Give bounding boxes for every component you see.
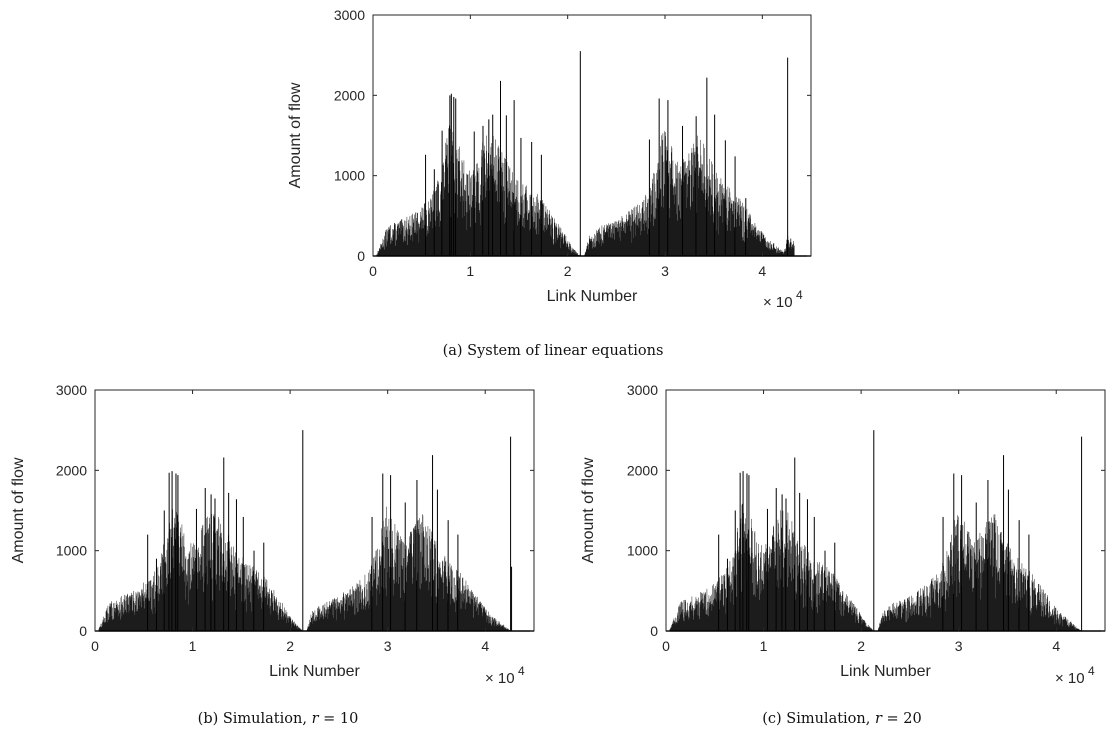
x-tick-label: 3 bbox=[384, 638, 392, 654]
y-tick-label: 3000 bbox=[334, 7, 365, 23]
caption-c: (c) Simulation, r = 20 bbox=[762, 711, 922, 727]
y-tick-label: 0 bbox=[357, 248, 365, 264]
x-tick-label: 4 bbox=[1052, 638, 1060, 654]
chart-panel-a: 0 1 2 3 4 0 1000 2000 3000 Link Number Amount of f… bbox=[287, 7, 812, 311]
x-axis-label: Link Number bbox=[840, 663, 931, 680]
x-tick-label: 1 bbox=[760, 638, 768, 654]
x-tick-label: 0 bbox=[369, 263, 377, 279]
y-axis-label: Amount of flow bbox=[580, 457, 597, 563]
y-tick-label: 1000 bbox=[56, 543, 87, 559]
x-multiplier: × 10 4 bbox=[485, 664, 525, 687]
caption-a: (a) System of linear equations bbox=[443, 343, 664, 359]
y-tick-label: 3000 bbox=[627, 382, 658, 398]
x-tick-label: 4 bbox=[758, 263, 766, 279]
y-tick-label: 2000 bbox=[334, 87, 365, 103]
x-tick-label: 3 bbox=[955, 638, 963, 654]
chart-panel-b: 0 1 2 3 4 0 1000 2000 3000 Link Number Amount of f… bbox=[10, 382, 535, 687]
y-tick-label: 2000 bbox=[56, 462, 87, 478]
y-tick-label: 0 bbox=[79, 623, 87, 639]
y-tick-label: 1000 bbox=[334, 168, 365, 184]
x-tick-label: 1 bbox=[189, 638, 197, 654]
x-axis-label: Link Number bbox=[547, 288, 638, 305]
caption-b: (b) Simulation, r = 10 bbox=[198, 711, 359, 727]
x-axis-label: Link Number bbox=[269, 663, 360, 680]
y-tick-label: 0 bbox=[650, 623, 658, 639]
x-tick-label: 1 bbox=[466, 263, 474, 279]
y-tick-label: 1000 bbox=[627, 543, 658, 559]
x-tick-label: 2 bbox=[564, 263, 572, 279]
x-multiplier: × 10 4 bbox=[1055, 664, 1095, 687]
x-tick-label: 2 bbox=[286, 638, 294, 654]
x-tick-label: 3 bbox=[661, 263, 669, 279]
y-tick-label: 2000 bbox=[627, 462, 658, 478]
y-tick-label: 3000 bbox=[56, 382, 87, 398]
x-tick-label: 0 bbox=[91, 638, 99, 654]
x-tick-label: 4 bbox=[481, 638, 489, 654]
x-multiplier: × 10 4 bbox=[763, 288, 803, 311]
y-axis-label: Amount of flow bbox=[287, 82, 304, 188]
chart-panel-c: 0 1 2 3 4 0 1000 2000 3000 Link Number Amount of f… bbox=[580, 382, 1106, 687]
x-tick-label: 2 bbox=[857, 638, 865, 654]
x-tick-label: 0 bbox=[662, 638, 670, 654]
y-axis-label: Amount of flow bbox=[10, 457, 27, 563]
